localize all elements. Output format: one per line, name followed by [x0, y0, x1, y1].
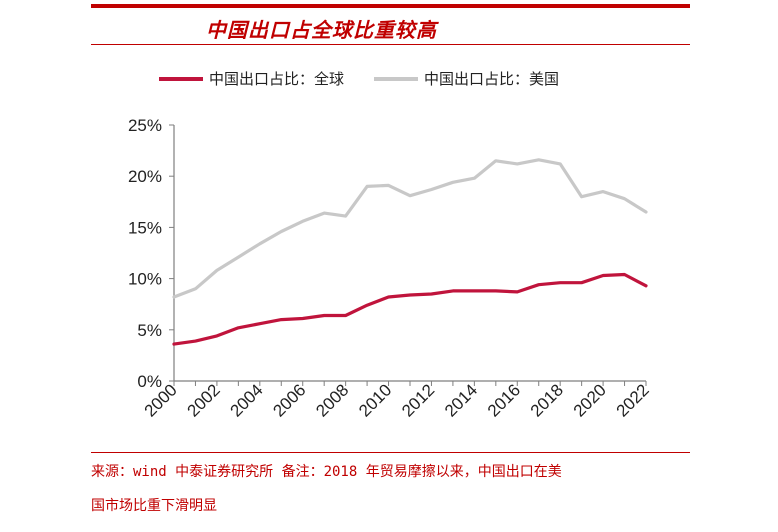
source-note-line1: 来源：wind 中泰证券研究所 备注：2018 年贸易摩擦以来，中国出口在美 [91, 464, 562, 480]
legend-swatch-global [159, 76, 203, 81]
legend-item-us: 中国出口占比：美国 [374, 68, 559, 89]
x-tick-label: 2004 [226, 380, 266, 420]
chart-title: 中国出口占全球比重较高 [206, 18, 437, 42]
x-tick-label: 2012 [398, 380, 438, 420]
y-tick-label: 10% [128, 270, 162, 289]
x-tick-label: 2014 [441, 380, 481, 420]
x-tick-label: 2010 [355, 380, 395, 420]
x-tick-label: 2020 [570, 380, 610, 420]
x-tick-label: 2006 [269, 380, 309, 420]
y-tick-label: 5% [137, 321, 162, 340]
source-note-line2: 国市场比重下滑明显 [91, 498, 217, 514]
y-tick-label: 15% [128, 218, 162, 237]
series-line-global [172, 272, 648, 346]
x-tick-label: 2016 [484, 380, 524, 420]
bottom-rule [91, 452, 690, 453]
y-tick-label: 20% [128, 167, 162, 186]
legend: 中国出口占比：全球 中国出口占比：美国 [159, 68, 589, 89]
x-tick-label: 2002 [184, 380, 224, 420]
legend-swatch-us [374, 76, 419, 81]
y-tick-label: 25% [128, 116, 162, 135]
legend-label-global: 中国出口占比：全球 [209, 70, 345, 88]
y-tick-label: 0% [137, 372, 162, 391]
title-rule [91, 44, 690, 45]
legend-label-us: 中国出口占比：美国 [424, 70, 560, 88]
top-rule [91, 4, 690, 8]
series-line-us [172, 158, 648, 299]
x-tick-label: 2008 [312, 380, 352, 420]
x-tick-label: 2022 [613, 380, 653, 420]
legend-item-global: 中国出口占比：全球 [159, 68, 344, 89]
x-tick-label: 2018 [527, 380, 567, 420]
